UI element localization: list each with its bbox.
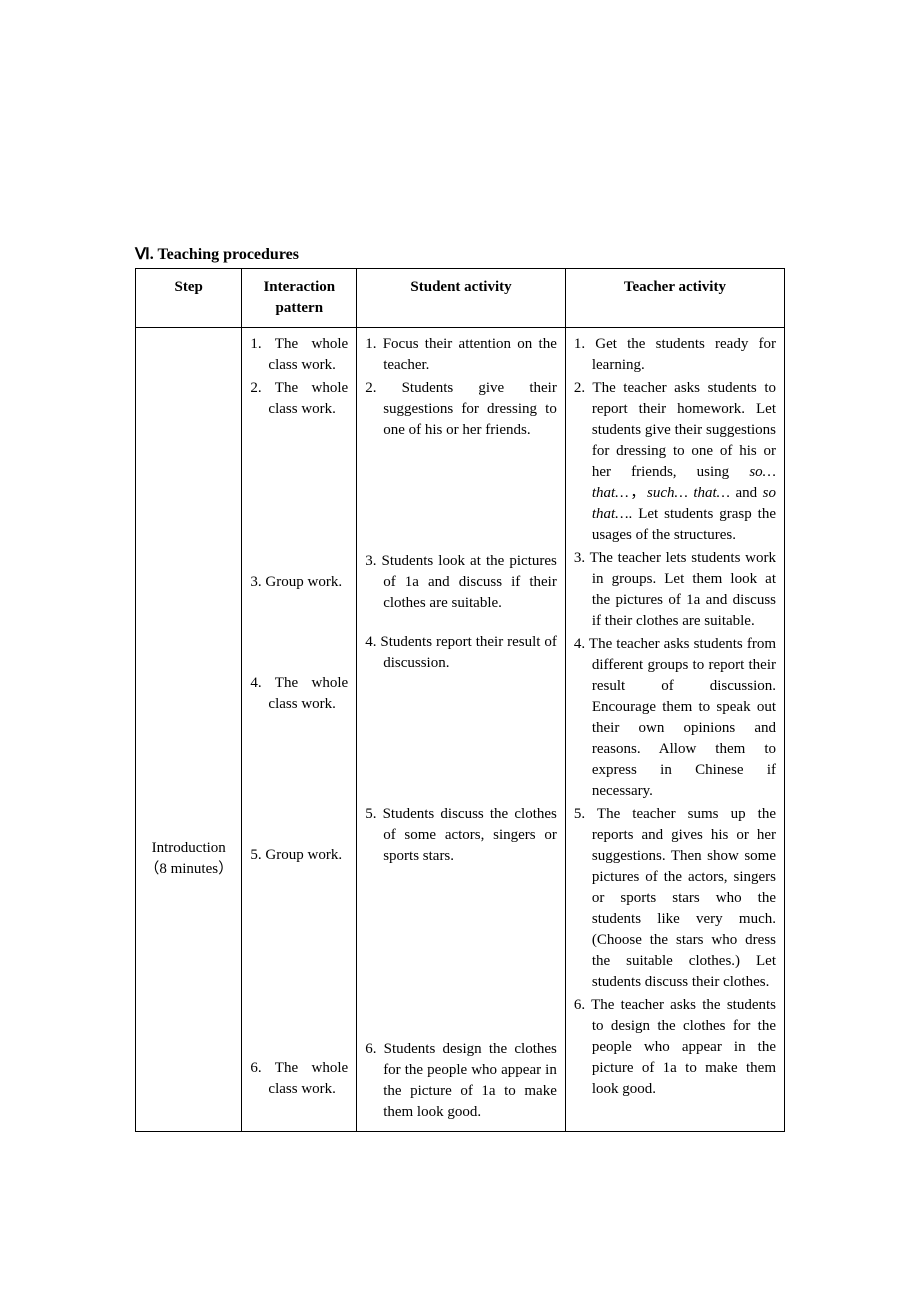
student-item: 3. Students look at the pictures of 1a a… [365,551,557,614]
section-heading: Ⅵ. Teaching procedures [135,244,785,264]
document-page: Ⅵ. Teaching procedures Step Interaction … [0,0,920,1302]
step-duration: （8 minutes） [144,861,233,877]
step-title: Introduction [152,840,226,856]
col-header-pattern: Interaction pattern [242,269,357,328]
student-item: 5. Students discuss the clothes of some … [365,804,557,867]
col-header-student: Student activity [357,269,566,328]
procedures-table: Step Interaction pattern Student activit… [135,268,785,1132]
cell-pattern: 1. The whole class work. 2. The whole cl… [242,328,357,1132]
teacher-item: 1. Get the students ready for learning. [574,334,776,376]
pattern-item: 3. Group work. [250,572,348,593]
teacher-item: 6. The teacher asks the students to desi… [574,995,776,1100]
teacher-item: 5. The teacher sums up the reports and g… [574,804,776,993]
student-item: 1. Focus their attention on the teacher. [365,334,557,376]
col-header-teacher: Teacher activity [565,269,784,328]
pattern-item: 2. The whole class work. [250,378,348,420]
cell-student: 1. Focus their attention on the teacher.… [357,328,566,1132]
table-header-row: Step Interaction pattern Student activit… [136,269,785,328]
pattern-item: 4. The whole class work. [250,673,348,715]
student-item: 4. Students report their result of discu… [365,632,557,674]
teacher-item: 4. The teacher asks students from differ… [574,634,776,802]
cell-step: Introduction （8 minutes） [136,328,242,1132]
pattern-item: 1. The whole class work. [250,334,348,376]
student-item: 6. Students design the clothes for the p… [365,1039,557,1123]
teacher-item: 2. The teacher asks students to report t… [574,378,776,546]
col-header-step: Step [136,269,242,328]
student-item: 2. Students give their suggestions for d… [365,378,557,441]
pattern-item: 5. Group work. [250,845,348,866]
cell-teacher: 1. Get the students ready for learning. … [565,328,784,1132]
pattern-item: 6. The whole class work. [250,1058,348,1100]
table-row: Introduction （8 minutes） 1. The whole cl… [136,328,785,1132]
teacher-item: 3. The teacher lets students work in gro… [574,548,776,632]
